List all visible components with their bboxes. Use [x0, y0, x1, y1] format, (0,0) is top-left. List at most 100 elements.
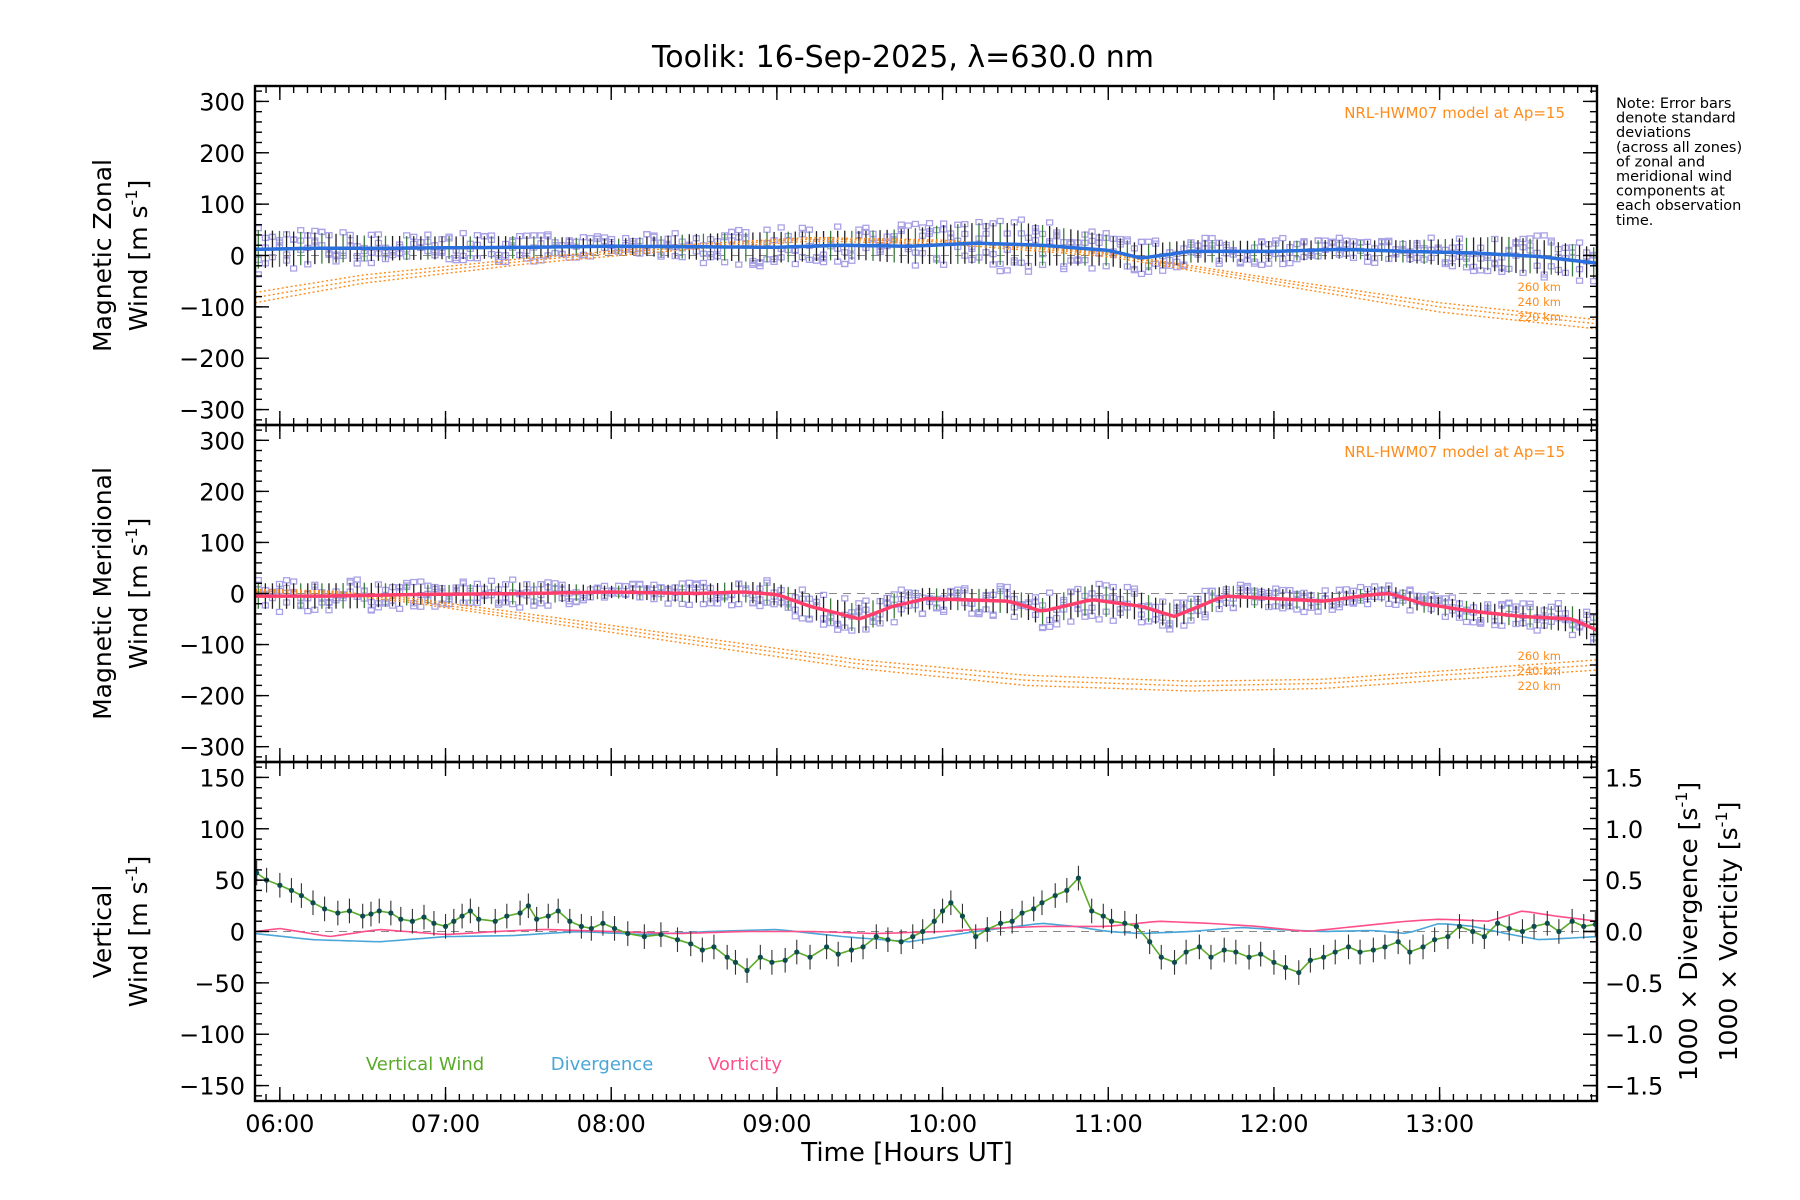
zone-sample — [1526, 600, 1534, 607]
mean-wind-line — [254, 241, 1598, 265]
zone-sample — [395, 605, 404, 613]
altitude-label: 220 km — [1518, 310, 1561, 324]
vertical-wind-point — [1064, 887, 1070, 894]
vertical-wind-point — [335, 910, 341, 916]
x-axis-label: Time [Hours UT] — [800, 1138, 1013, 1168]
model-curve — [254, 240, 1598, 330]
y-tick-label: −150 — [179, 1073, 245, 1101]
y-tick-label: −50 — [194, 970, 245, 998]
vertical-wind-point — [504, 913, 510, 919]
vertical-wind-point — [898, 939, 904, 945]
y-axis-label-bracket: ] — [124, 518, 153, 528]
zone-sample — [1257, 261, 1266, 269]
zone-sample — [1575, 277, 1584, 284]
y2-axis-label-main: 1000 × Vorticity [s — [1714, 827, 1743, 1061]
zone-sample — [798, 615, 807, 622]
zone-sample — [410, 578, 418, 586]
vertical-wind-point — [1420, 944, 1426, 950]
y-tick-label: 100 — [199, 816, 245, 844]
zone-sample — [487, 577, 496, 584]
zone-sample — [1201, 234, 1209, 242]
vertical-wind-point — [459, 913, 465, 919]
vertical-wind-point — [1100, 913, 1106, 919]
zone-sample — [346, 577, 354, 585]
y-axis-label-line1: Magnetic Zonal — [88, 159, 117, 352]
zone-sample — [459, 578, 467, 585]
vertical-wind-point — [1569, 918, 1575, 924]
panel-frame — [253, 760, 1599, 1103]
vertical-wind-point — [1506, 925, 1512, 932]
zone-sample — [777, 224, 785, 231]
vertical-wind-point — [1282, 964, 1289, 971]
vertical-wind-point — [298, 892, 304, 899]
zone-sample — [841, 595, 849, 602]
model-curve — [254, 589, 1598, 687]
zone-sample — [791, 260, 799, 268]
note-line: deviations — [1616, 125, 1691, 141]
y2-axis-label-bracket: ] — [1714, 802, 1743, 812]
zone-sample — [282, 577, 291, 584]
zone-sample — [791, 613, 799, 620]
vertical-wind-point — [699, 947, 705, 953]
x-tick-label: 10:00 — [908, 1110, 977, 1138]
note-line: Note: Error bars — [1616, 96, 1731, 112]
zone-sample — [353, 576, 361, 583]
y2-tick-label: 1.0 — [1605, 816, 1643, 844]
vertical-wind-point — [588, 925, 594, 932]
y-tick-label: 0 — [230, 919, 245, 947]
model-curve — [254, 238, 1598, 325]
vertical-wind-point — [555, 908, 561, 914]
y2-axis-label-exponent: -1 — [1672, 792, 1691, 808]
altitude-label: 260 km — [1518, 649, 1561, 663]
model-curve — [254, 236, 1598, 321]
vertical-wind-point — [1407, 949, 1413, 955]
zone-sample — [1003, 583, 1011, 591]
note-line: each observation — [1616, 198, 1741, 214]
vertical-wind-point — [1307, 957, 1313, 963]
y-tick-label: 300 — [199, 427, 245, 455]
figure-title: Toolik: 16-Sep-2025, λ=630.0 nm — [651, 40, 1154, 75]
x-tick-label: 08:00 — [577, 1110, 646, 1138]
vertical-wind-point — [1271, 959, 1277, 965]
y-tick-label: 0 — [230, 581, 245, 609]
zone-sample — [798, 224, 807, 232]
y-tick-label: −200 — [179, 683, 245, 711]
vertical-wind-panel: 150 100 50 0 −50 −100 −150 1.5 1.0 0.5 0.0 −0.5 −1.0… — [88, 760, 1743, 1103]
vertical-wind-point — [1345, 944, 1352, 950]
vertical-wind-point — [1332, 949, 1338, 955]
vertical-wind-point — [769, 959, 775, 965]
vertical-wind-point — [492, 918, 498, 924]
vertical-wind-point — [1108, 918, 1115, 924]
vertical-wind-point — [794, 949, 800, 955]
y2-axis-label: 1000 × Divergence [s-1] — [1672, 782, 1703, 1081]
zone-sample — [544, 602, 552, 609]
zone-sample — [530, 258, 538, 265]
zone-sample — [996, 217, 1004, 225]
vertical-wind-point — [421, 914, 427, 920]
vertical-wind-point — [807, 954, 813, 960]
vertical-wind-point — [997, 920, 1004, 926]
y2-axis-label-exponent: -1 — [1712, 811, 1731, 827]
y2-axis-label: 1000 × Vorticity [s-1] — [1712, 802, 1743, 1062]
vertical-wind-point — [920, 928, 926, 935]
zone-sample — [841, 260, 849, 268]
vertical-wind-point — [744, 967, 750, 974]
vertical-wind-point — [1395, 939, 1401, 945]
y-axis-label-line1: Vertical — [88, 885, 117, 979]
zone-sample — [1208, 234, 1216, 242]
zone-sample — [735, 226, 743, 234]
y-axis-label-part: Wind [m s — [124, 881, 153, 1007]
y2-tick-label: 0.0 — [1605, 919, 1643, 947]
vertical-wind-point — [973, 934, 979, 940]
y-tick-label: 50 — [214, 867, 245, 895]
vertical-wind-point — [1233, 949, 1239, 955]
y-axis-label-part: -1 — [122, 865, 141, 881]
zone-sample — [1060, 265, 1068, 273]
zone-sample — [367, 259, 376, 267]
vertical-wind-point — [1158, 954, 1164, 960]
vertical-wind-point — [984, 926, 990, 933]
x-tick-label: 12:00 — [1239, 1110, 1308, 1138]
vertical-wind-point — [1122, 920, 1128, 926]
error-bar-note: Note: Error bars denote standard deviation… — [1616, 96, 1742, 229]
